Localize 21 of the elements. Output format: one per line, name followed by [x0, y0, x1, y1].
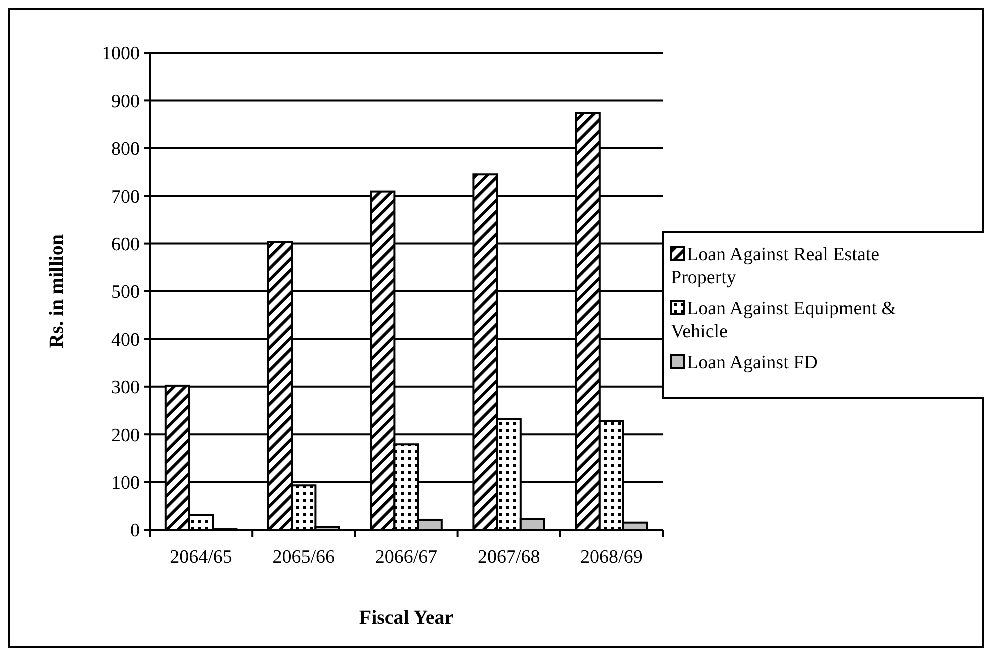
- y-tick-label: 300: [112, 378, 140, 399]
- y-tick-label: 500: [112, 282, 140, 304]
- y-tick-label: 200: [112, 425, 140, 446]
- x-tick-label: 2068/69: [580, 547, 643, 568]
- y-axis-title: Rs. in million: [46, 234, 68, 348]
- y-tick-label: 800: [112, 139, 140, 160]
- y-tick-label: 400: [112, 330, 140, 351]
- y-tick-label: 1000: [102, 44, 140, 65]
- x-tick-label: 2064/65: [170, 547, 232, 568]
- x-axis-title: Fiscal Year: [359, 607, 454, 629]
- legend-label: Loan Against Equipment & Vehicle: [671, 298, 897, 343]
- y-tick-label: 900: [112, 91, 140, 112]
- y-tick-label: 600: [112, 234, 140, 256]
- y-tick-label: 700: [112, 186, 140, 208]
- x-tick-label: 2066/67: [375, 547, 438, 568]
- y-tick-label: 100: [112, 472, 140, 494]
- y-tick-label: 0: [130, 520, 140, 542]
- legend-label: Loan Against FD: [687, 352, 818, 374]
- x-tick-label: 2067/68: [478, 547, 540, 568]
- x-tick-label: 2065/66: [272, 547, 336, 568]
- legend-label: Loan Against Real Estate Property: [671, 244, 880, 289]
